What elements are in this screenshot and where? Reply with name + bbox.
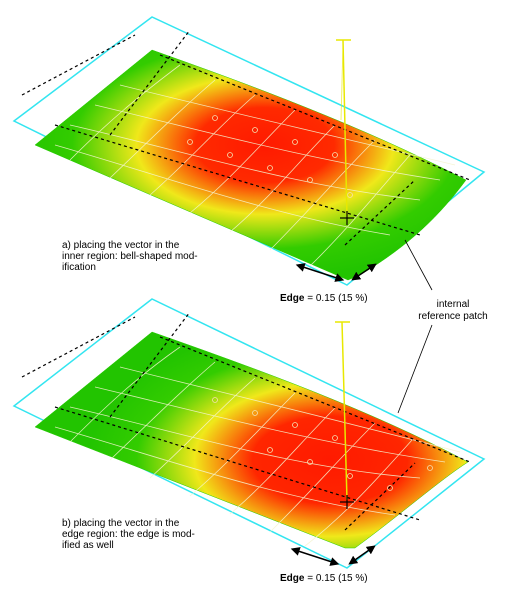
panel-b	[12, 298, 486, 569]
caption-b-line-2: edge region: the edge is mod-	[62, 529, 195, 540]
mesh-a	[54, 64, 456, 267]
caption-a-line-2: inner region: bell-shaped mod-	[62, 251, 198, 262]
mesh-nodes-a	[187, 115, 353, 198]
caption-b-line-1: b) placing the vector in the	[62, 518, 180, 529]
edge-dimension-a	[295, 263, 377, 282]
edge-dimension-b	[290, 545, 376, 566]
caption-a-line-1: a) placing the vector in the	[62, 240, 180, 251]
vector-b	[335, 321, 354, 509]
edge-region-lines-a	[21, 29, 471, 246]
caption-b: b) placing the vector in the edge region…	[62, 518, 242, 551]
edge-key-a: Edge	[280, 293, 305, 304]
reference-label-line-2: reference patch	[418, 311, 488, 322]
edge-label-b: Edge = 0.15 (15 %)	[280, 573, 368, 584]
edge-region-lines-b	[21, 311, 471, 531]
surface-a	[34, 49, 467, 281]
caption-a-line-3: ification	[62, 262, 96, 273]
reference-frame-b	[12, 298, 486, 569]
reference-label: internal reference patch	[408, 299, 498, 323]
mesh-nodes-b	[212, 397, 433, 491]
mesh-b	[54, 346, 461, 547]
vector-a	[336, 39, 354, 225]
edge-value-b: = 0.15 (15 %)	[307, 573, 368, 584]
caption-b-line-3: ified as well	[62, 540, 114, 551]
edge-label-a: Edge = 0.15 (15 %)	[280, 293, 368, 304]
reference-label-line-1: internal	[436, 299, 470, 310]
panel-a	[12, 16, 486, 286]
edge-key-b: Edge	[280, 573, 305, 584]
reference-leaders	[397, 239, 433, 414]
edge-value-a: = 0.15 (15 %)	[307, 293, 368, 304]
caption-a: a) placing the vector in the inner regio…	[62, 240, 242, 273]
